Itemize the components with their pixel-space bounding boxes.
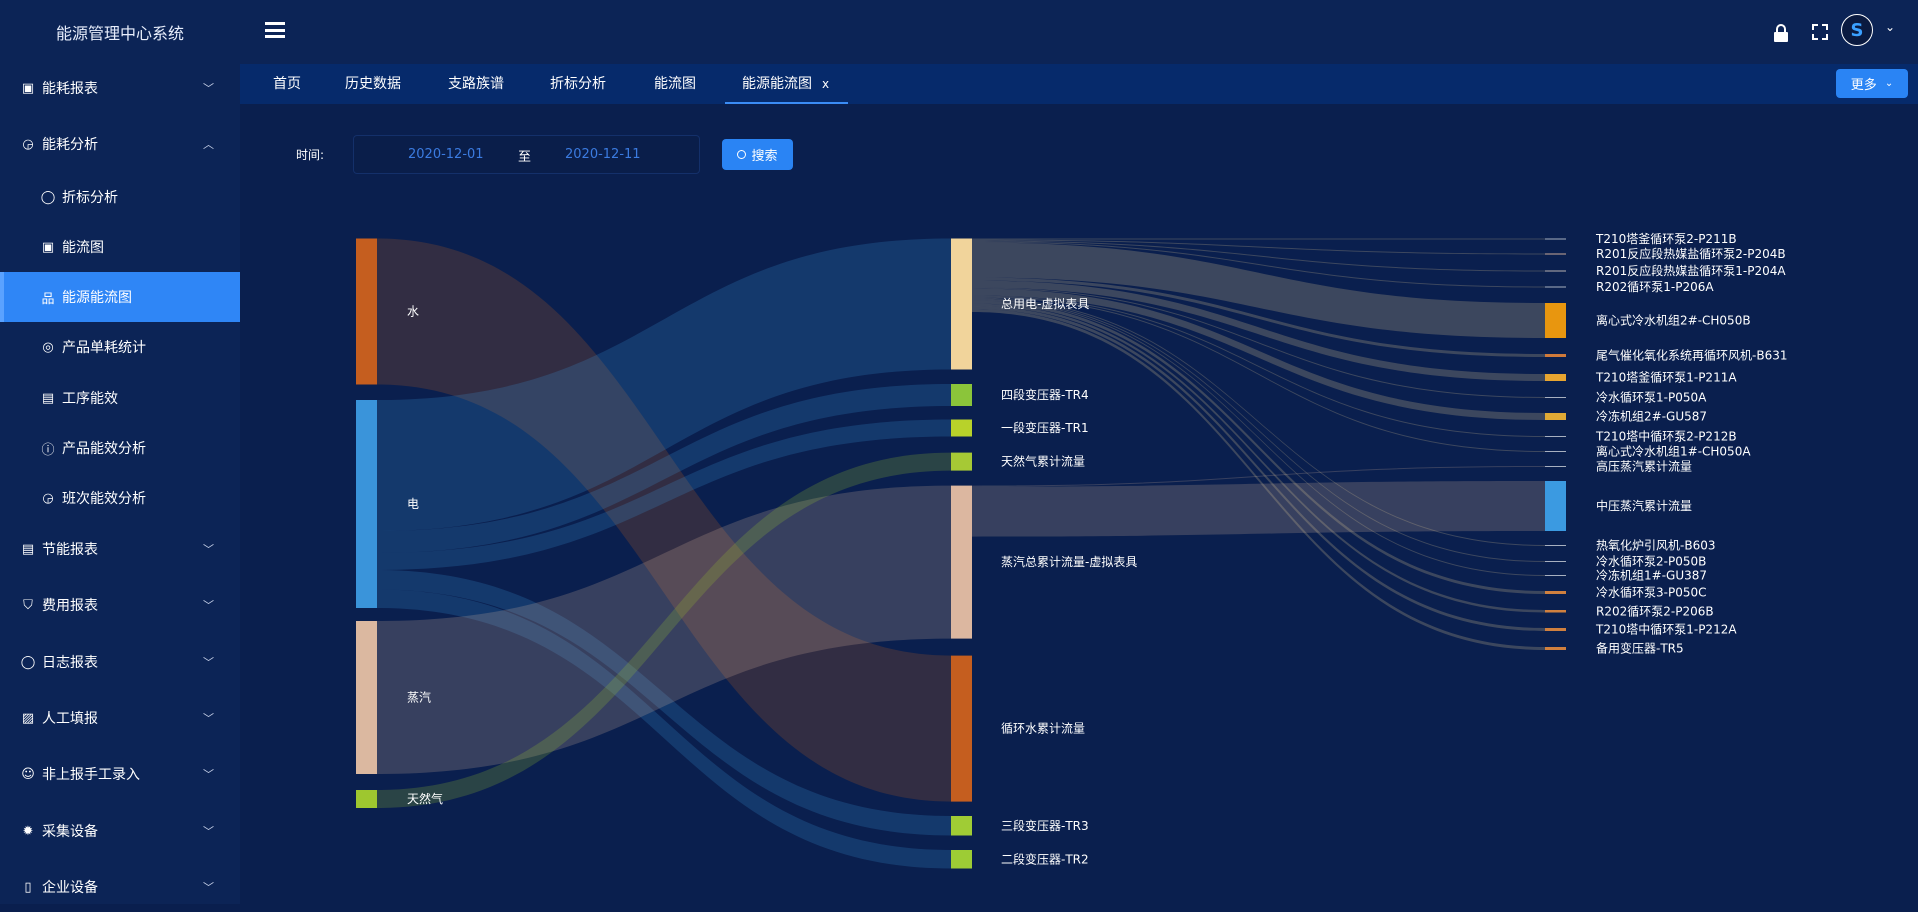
wechat-icon: ☺: [21, 766, 35, 782]
sidebar-item-label: 产品单耗统计: [62, 340, 146, 356]
search-icon: [737, 150, 747, 159]
chat-icon: ◯: [20, 654, 36, 670]
chevron-down-icon: ﹀: [203, 712, 214, 725]
sidebar-item-label: 非上报手工录入: [42, 767, 140, 783]
sidebar-item-label: 能源能流图: [62, 290, 132, 306]
sidebar-item-label: 能耗分析: [42, 137, 98, 153]
report-icon: ▣: [21, 80, 35, 96]
search-button[interactable]: 搜索: [722, 139, 793, 170]
gear-icon: ✹: [22, 823, 34, 839]
phone-icon: ▯: [24, 879, 32, 895]
tab[interactable]: 能流图: [654, 64, 696, 104]
tab[interactable]: 历史数据: [345, 64, 401, 104]
sidebar-item-label: 人工填报: [42, 711, 98, 727]
sidebar-item[interactable]: ◎ 产品单耗统计: [0, 322, 240, 372]
sidebar-item[interactable]: ◶ 班次能效分析: [0, 473, 240, 523]
start-date[interactable]: 2020-12-01: [408, 147, 484, 162]
hierarchy-icon: 品: [41, 291, 55, 307]
tab-label: 能流图: [654, 76, 696, 92]
message-icon: ▤: [21, 541, 35, 557]
chevron-down-icon: ﹀: [203, 825, 214, 838]
sidebar-item[interactable]: ▤ 节能报表 ﹀: [0, 524, 240, 574]
date-separator: 至: [518, 150, 532, 165]
sidebar-item[interactable]: ◯ 日志报表 ﹀: [0, 637, 240, 687]
analysis-icon: ◶: [42, 490, 54, 506]
sidebar-item[interactable]: ✹ 采集设备 ﹀: [0, 806, 240, 856]
sidebar-item-label: 折标分析: [62, 190, 118, 206]
sidebar-item-label: 工序能效: [62, 391, 118, 407]
chevron-down-icon: ﹀: [203, 768, 214, 781]
end-date[interactable]: 2020-12-11: [565, 147, 641, 162]
sidebar-item-label: 日志报表: [42, 655, 98, 671]
tab[interactable]: 折标分析: [550, 64, 606, 104]
sidebar-item-label: 能耗报表: [42, 81, 98, 97]
top-header: S ⌄: [240, 0, 1918, 64]
chevron-down-icon: ⌄: [1884, 78, 1894, 89]
sidebar-item[interactable]: 品能源能流图: [0, 272, 240, 322]
sidebar-item-label: 节能报表: [42, 542, 98, 558]
message-icon: ▤: [41, 390, 55, 406]
close-icon[interactable]: x: [822, 77, 830, 91]
image-icon: ▨: [21, 710, 35, 726]
sidebar-item-label: 采集设备: [42, 824, 98, 840]
chevron-down-icon: ﹀: [203, 656, 214, 669]
avatar[interactable]: S: [1841, 14, 1873, 46]
sidebar-item[interactable]: ◶ 能耗分析 ︿: [0, 119, 240, 169]
shield-icon: ⛉: [23, 597, 33, 613]
location-icon: ◎: [42, 339, 54, 355]
lock-icon[interactable]: [1774, 24, 1788, 42]
user-menu-chevron-icon[interactable]: ⌄: [1885, 20, 1896, 34]
tab[interactable]: 首页: [273, 64, 301, 104]
tab-label: 支路族谱: [448, 76, 504, 92]
time-label: 时间:: [296, 148, 325, 162]
sidebar-item-label: 班次能效分析: [62, 491, 146, 507]
chevron-down-icon: ﹀: [203, 599, 214, 612]
sidebar-item[interactable]: ◯ 折标分析: [0, 172, 240, 222]
tab-label: 折标分析: [550, 76, 606, 92]
tab-label: 能源能流图: [742, 76, 812, 92]
sidebar-item-label: 能流图: [62, 240, 104, 256]
analysis-icon: ◶: [22, 136, 34, 152]
main-content: 时间: 2020-12-01 至 2020-12-11 搜索: [240, 104, 1918, 904]
chevron-down-icon: ﹀: [203, 881, 214, 894]
fullscreen-icon[interactable]: [1812, 24, 1828, 40]
chevron-down-icon: ﹀: [203, 543, 214, 556]
chat-icon: ◯: [40, 189, 56, 205]
chevron-down-icon: ﹀: [203, 82, 214, 95]
info-icon: ⓘ: [41, 442, 55, 458]
tab[interactable]: 能源能流图 x: [725, 64, 848, 104]
sidebar-item[interactable]: ▨ 人工填报 ﹀: [0, 693, 240, 743]
date-range-picker[interactable]: 2020-12-01 至 2020-12-11: [353, 135, 700, 174]
more-label: 更多: [1850, 78, 1877, 93]
sidebar: 能源管理中心系统 ▣ 能耗报表 ﹀ ◶ 能耗分析 ︿ ◯ 折标分析 ▣ 能流图品能源能流图 ◎ 产品单…: [0, 0, 240, 904]
sidebar-item-label: 费用报表: [42, 598, 98, 614]
sidebar-item[interactable]: ▣ 能耗报表 ﹀: [0, 63, 240, 113]
sidebar-item-label: 企业设备: [42, 880, 98, 896]
sidebar-item-label: 产品能效分析: [62, 441, 146, 457]
hamburger-icon[interactable]: [265, 22, 285, 38]
app-title: 能源管理中心系统: [55, 24, 184, 43]
sidebar-item[interactable]: ▤ 工序能效: [0, 373, 240, 423]
tab[interactable]: 支路族谱: [448, 64, 504, 104]
search-label: 搜索: [751, 149, 778, 164]
sidebar-item[interactable]: ▯ 企业设备 ﹀: [0, 862, 240, 912]
sidebar-item[interactable]: ▣ 能流图: [0, 222, 240, 272]
chevron-up-icon: ︿: [203, 138, 214, 151]
tab-label: 历史数据: [345, 76, 401, 92]
sidebar-item[interactable]: ⛉ 费用报表 ﹀: [0, 580, 240, 630]
sidebar-item[interactable]: ☺ 非上报手工录入 ﹀: [0, 749, 240, 799]
tab-bar: 首页 历史数据 支路族谱 折标分析 能流图 能源能流图 x 更多 ⌄: [240, 64, 1918, 104]
sidebar-item[interactable]: ⓘ 产品能效分析: [0, 423, 240, 473]
more-button[interactable]: 更多 ⌄: [1836, 69, 1908, 98]
tab-label: 首页: [273, 76, 301, 92]
calendar-icon: ▣: [41, 239, 55, 255]
